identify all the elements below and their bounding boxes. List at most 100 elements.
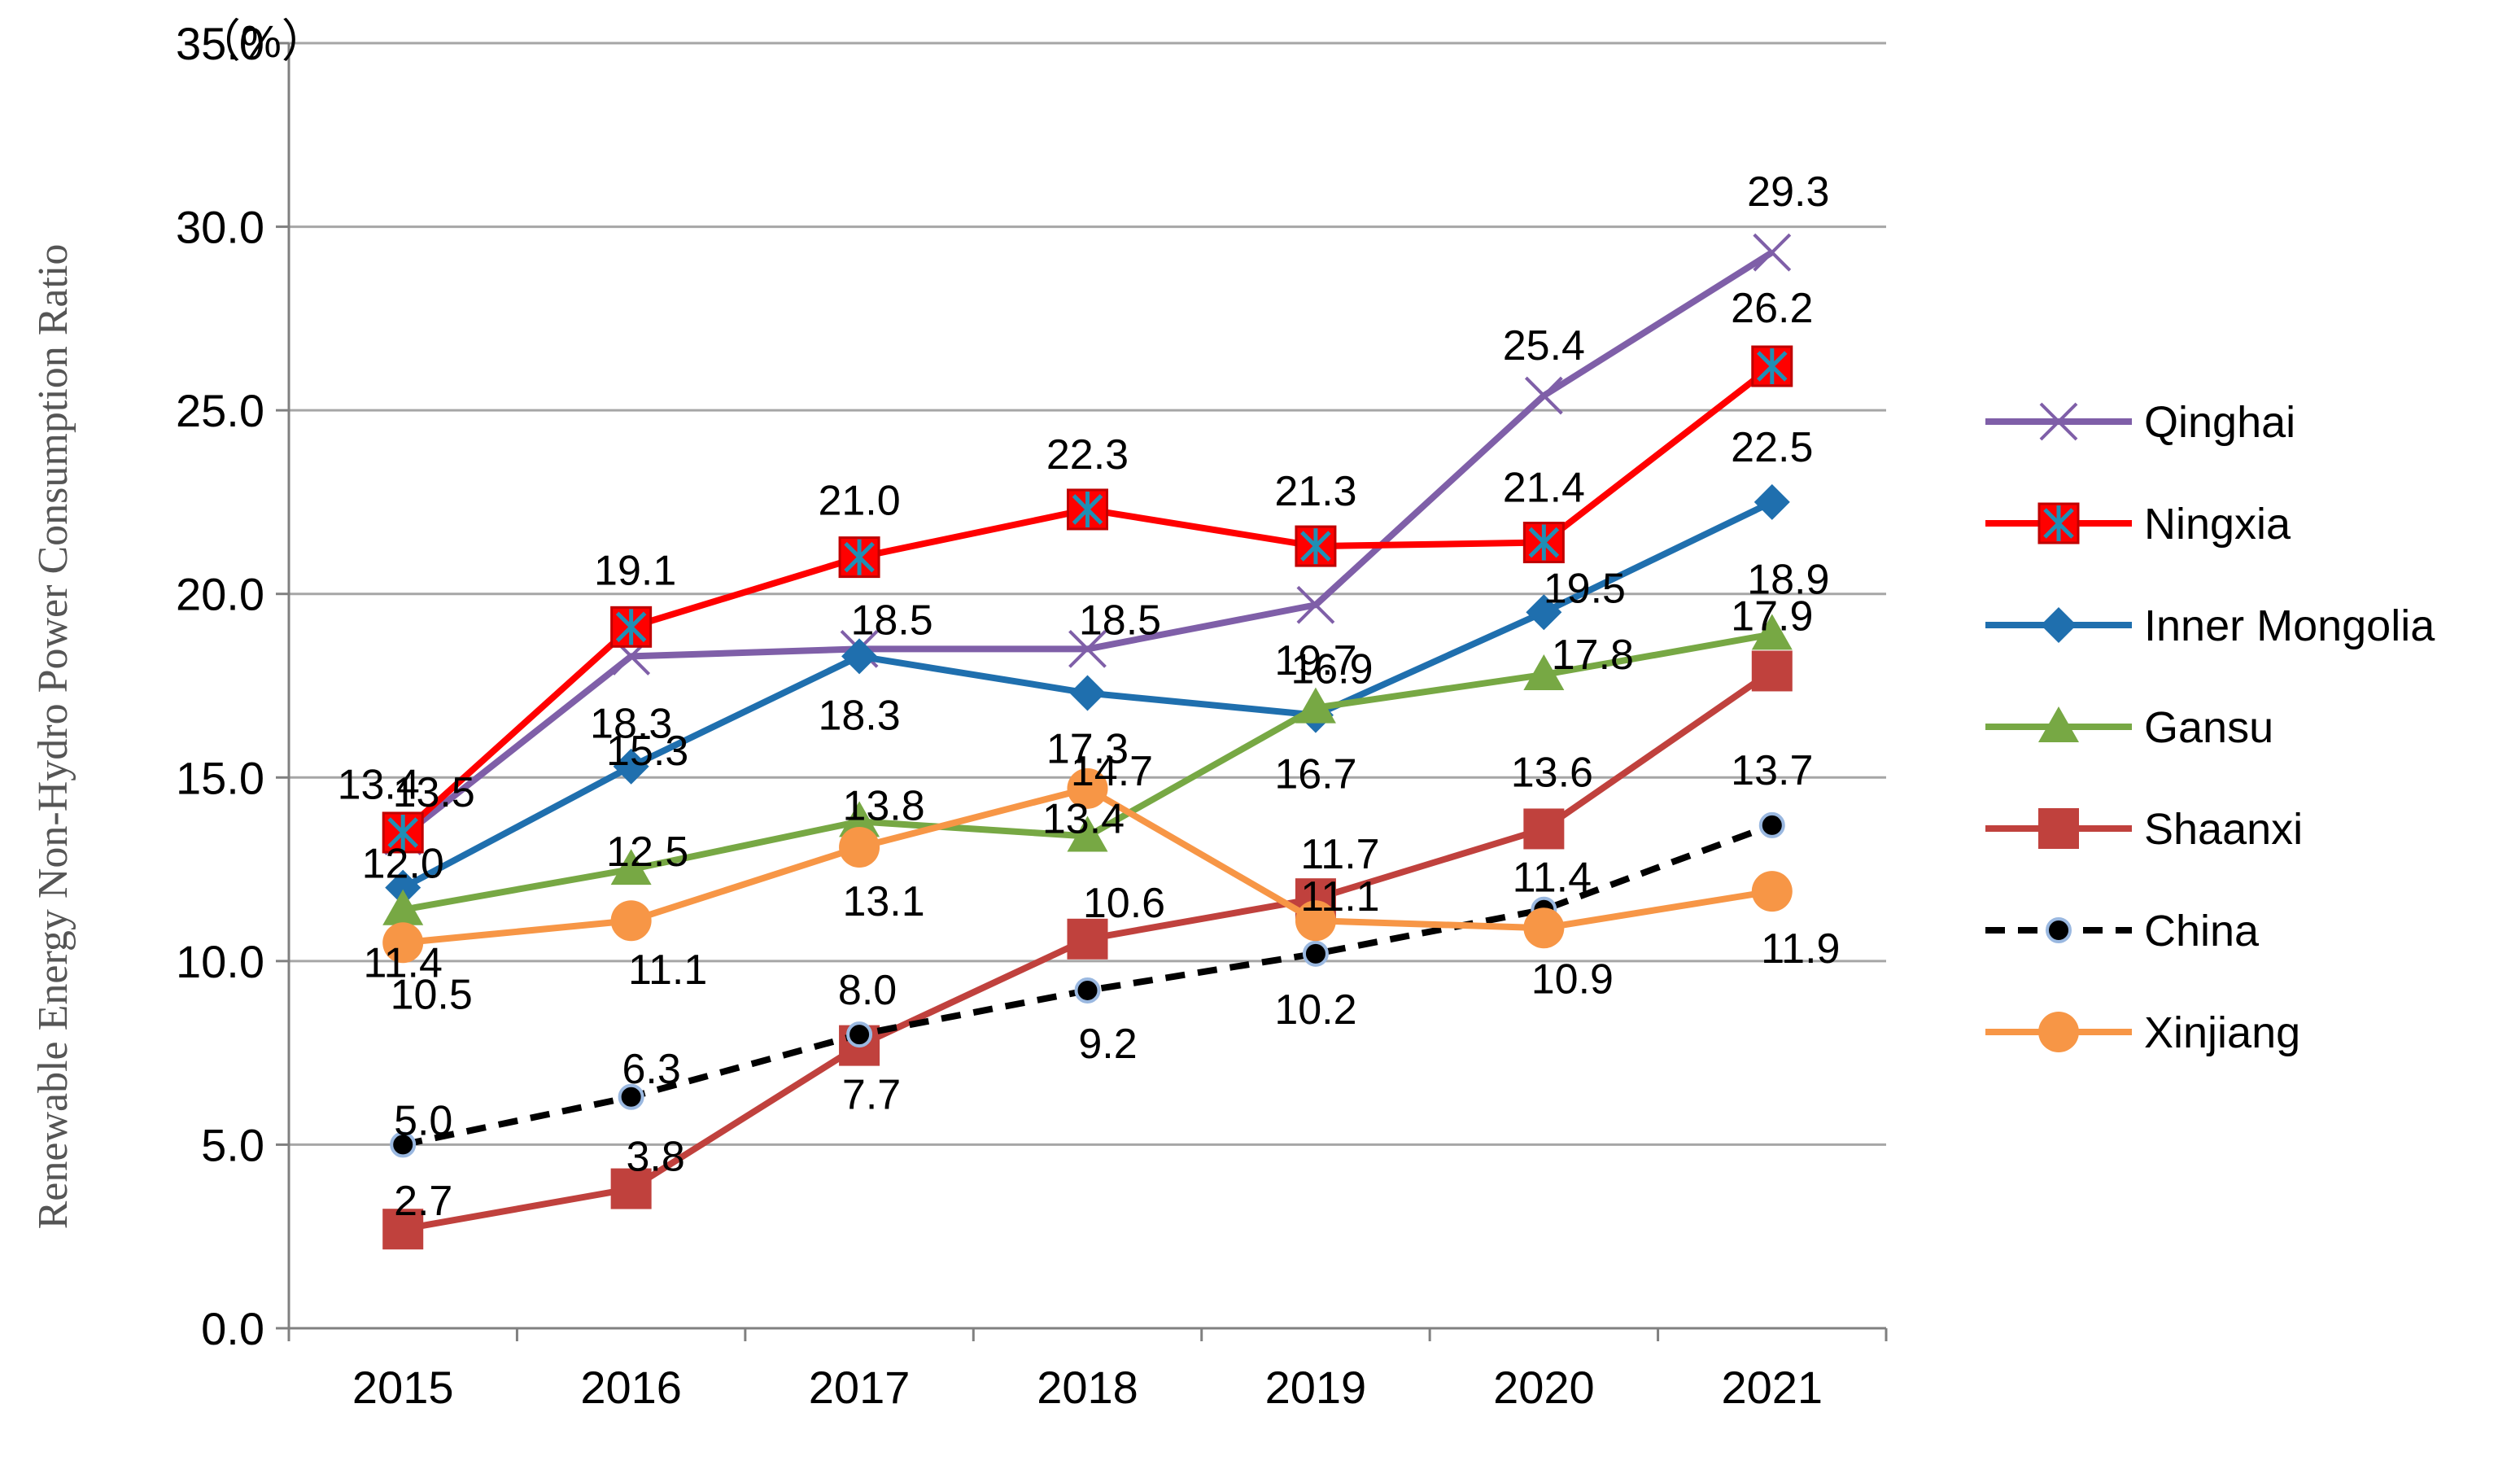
data-label: 17.3 (1046, 726, 1129, 773)
y-tick-label: 25.0 (176, 385, 264, 436)
data-label: 29.3 (1747, 168, 1829, 216)
data-point-xinjiang-2019 (1295, 900, 1336, 942)
y-axis-label: Renewable Energy Non-Hydro Power Consump… (30, 244, 76, 1230)
data-point-qinghai-2019 (1296, 585, 1335, 624)
data-label: 18.3 (818, 692, 900, 739)
data-label: 22.5 (1731, 424, 1813, 471)
data-point-gansu-2018 (1067, 816, 1108, 852)
y-tick-label: 5.0 (201, 1119, 264, 1170)
data-label: 7.7 (842, 1072, 901, 1119)
data-point-china-2021 (1758, 811, 1785, 838)
data-label: 11.7 (1300, 831, 1379, 878)
data-label: 8.0 (838, 967, 897, 1014)
data-label: 11.4 (1513, 855, 1592, 902)
data-label: 18.5 (1079, 597, 1161, 644)
legend-entry-shaanxi: Shaanxi (1985, 805, 2303, 854)
data-point-china-2017 (846, 1021, 873, 1048)
data-point-inner-mongolia-2020 (1526, 594, 1562, 631)
data-label: 5.0 (394, 1097, 452, 1144)
data-label: 26.2 (1731, 285, 1813, 332)
data-label: 17.8 (1552, 632, 1634, 679)
data-label: 15.3 (606, 728, 688, 775)
data-point-gansu-2015 (382, 889, 424, 925)
legend-entry-ningxia: Ningxia (1985, 500, 2291, 549)
data-point-ningxia-2018 (1067, 488, 1108, 531)
legend-label: Inner Mongolia (2144, 601, 2435, 650)
data-point-china-2019 (1302, 940, 1329, 967)
data-label: 21.4 (1503, 465, 1585, 512)
data-label: 21.0 (818, 478, 900, 525)
data-point-china-2015 (390, 1131, 417, 1158)
legend-marker (2038, 1012, 2079, 1052)
y-tick-label: 0.0 (201, 1303, 264, 1354)
data-point-inner-mongolia-2018 (1069, 675, 1106, 711)
data-point-gansu-2016 (610, 849, 652, 885)
unit-label: （%） (195, 15, 327, 67)
legend-entry-inner-mongolia: Inner Mongolia (1985, 601, 2435, 650)
x-tick-label-2015: 2015 (352, 1362, 454, 1413)
data-point-xinjiang-2021 (1751, 871, 1793, 912)
data-label: 9.2 (1078, 1021, 1137, 1068)
data-label: 18.9 (1747, 556, 1829, 603)
series-shaanxi (382, 650, 1793, 1250)
data-label: 16.9 (1291, 646, 1373, 693)
series-ningxia (382, 345, 1793, 854)
data-point-qinghai-2021 (1753, 233, 1792, 272)
data-label: 21.3 (1274, 468, 1356, 515)
data-point-ningxia-2019 (1295, 525, 1337, 567)
data-label: 11.1 (1300, 873, 1379, 920)
data-point-qinghai-2018 (1068, 629, 1107, 668)
data-label: 17.9 (1731, 593, 1813, 640)
x-tick-label-2016: 2016 (580, 1362, 682, 1413)
data-label: 3.8 (626, 1134, 684, 1181)
legend-label: Gansu (2144, 703, 2273, 752)
data-point-ningxia-2020 (1522, 522, 1565, 564)
y-tick-label: 15.0 (176, 752, 264, 803)
legend-label: Ningxia (2144, 500, 2291, 549)
y-tick-label: 30.0 (176, 202, 264, 253)
data-label: 18.3 (590, 700, 672, 747)
legend-entry-qinghai: Qinghai (1985, 398, 2295, 447)
data-point-inner-mongolia-2017 (841, 638, 878, 675)
x-tick-label-2019: 2019 (1265, 1362, 1367, 1413)
data-label: 10.2 (1274, 986, 1356, 1034)
data-label: 22.3 (1046, 431, 1129, 479)
x-tick-label-2017: 2017 (809, 1362, 911, 1413)
data-label: 13.4 (338, 761, 420, 808)
data-point-ningxia-2017 (838, 536, 880, 579)
data-label: 2.7 (394, 1178, 452, 1225)
data-point-shaanxi-2018 (1067, 918, 1108, 960)
data-point-china-2018 (1074, 977, 1101, 1004)
legend-label: Xinjiang (2144, 1008, 2300, 1057)
series-gansu (382, 614, 1793, 925)
data-point-gansu-2020 (1523, 654, 1565, 690)
data-label: 13.4 (1042, 795, 1125, 842)
data-point-inner-mongolia-2015 (385, 869, 421, 906)
data-point-ningxia-2015 (382, 811, 424, 854)
data-label: 11.1 (628, 947, 707, 994)
y-tick-label: 10.0 (176, 936, 264, 987)
legend-marker (2046, 917, 2072, 943)
data-label: 14.7 (1071, 748, 1153, 795)
data-point-xinjiang-2016 (610, 900, 652, 942)
legend-entry-china: China (1985, 907, 2260, 955)
data-label: 19.7 (1274, 637, 1356, 684)
legend-marker (2039, 402, 2078, 441)
data-label: 12.0 (362, 841, 444, 888)
data-point-gansu-2021 (1751, 614, 1793, 650)
legend-label: Qinghai (2144, 398, 2295, 447)
data-point-xinjiang-2018 (1067, 767, 1108, 809)
data-label: 13.5 (393, 769, 475, 816)
y-axis-ticks: 0.0 5.0 10.0 15.0 20.0 25.0 30.0 35.0 (176, 18, 264, 1354)
data-point-inner-mongolia-2016 (613, 748, 649, 785)
data-point-xinjiang-2015 (382, 922, 424, 964)
data-point-shaanxi-2020 (1523, 808, 1565, 850)
data-point-china-2016 (618, 1083, 644, 1110)
data-point-shaanxi-2015 (382, 1209, 424, 1250)
data-point-ningxia-2021 (1751, 345, 1793, 387)
data-label: 11.4 (364, 940, 443, 987)
data-label: 19.1 (594, 547, 676, 594)
x-tick-label-2020: 2020 (1493, 1362, 1595, 1413)
y-tick-label: 20.0 (176, 569, 264, 620)
